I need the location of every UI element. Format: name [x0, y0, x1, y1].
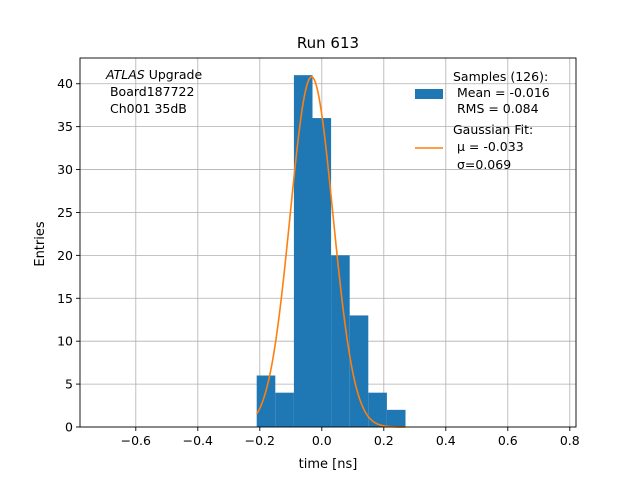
- legend-samples-patch: [415, 89, 443, 99]
- y-tick-label: 10: [57, 334, 73, 349]
- x-tick-label: 0.6: [498, 433, 518, 448]
- y-tick-label: 0: [65, 420, 73, 435]
- y-tick-label: 5: [65, 377, 73, 392]
- gaussian-fit-curve: [256, 76, 406, 428]
- annotation-line-2: Board187722: [106, 84, 194, 99]
- y-tick-label: 40: [57, 76, 73, 91]
- x-tick-label: −0.6: [121, 433, 151, 448]
- legend-fit-header: Gaussian Fit:: [453, 122, 533, 137]
- histogram-bar: [368, 392, 387, 427]
- atlas-word: ATLAS: [105, 67, 145, 82]
- legend-samples-rms: RMS = 0.084: [453, 101, 539, 116]
- x-tick-label: 0.2: [374, 433, 394, 448]
- x-tick-label: 0.4: [436, 433, 456, 448]
- atlas-annotation: ATLAS Upgrade Board187722 Ch001 35dB: [105, 67, 202, 116]
- histogram-bar: [275, 392, 294, 427]
- chart-title: Run 613: [297, 34, 359, 52]
- x-tick-label: 0.8: [560, 433, 580, 448]
- x-axis-label: time [ns]: [299, 457, 358, 472]
- histogram-bar: [386, 409, 406, 427]
- histogram-bar: [349, 315, 369, 427]
- annotation-line-1: ATLAS Upgrade: [105, 67, 202, 82]
- histogram-bar: [293, 75, 313, 428]
- annotation-line-3: Ch001 35dB: [106, 101, 187, 116]
- x-tick-label: −0.4: [183, 433, 213, 448]
- legend: Samples (126): Mean = -0.016 RMS = 0.084…: [415, 69, 550, 172]
- y-axis-ticks: 0 5 10 15 20 25 30 35 40: [57, 76, 80, 435]
- histogram-bar: [312, 118, 332, 428]
- histogram-bar: [331, 255, 350, 427]
- plot-frame: [79, 57, 577, 428]
- legend-samples-header: Samples (126):: [453, 69, 548, 84]
- y-tick-label: 30: [57, 162, 73, 177]
- y-tick-label: 25: [57, 205, 73, 220]
- legend-fit-sigma: σ=0.069: [453, 157, 511, 172]
- y-axis-label: Entries: [33, 221, 48, 267]
- histogram-bars: [256, 75, 406, 428]
- x-tick-label: −0.2: [245, 433, 275, 448]
- x-tick-label: 0.0: [312, 433, 332, 448]
- y-tick-label: 20: [57, 248, 73, 263]
- legend-samples-mean: Mean = -0.016: [453, 85, 550, 100]
- y-tick-label: 35: [57, 119, 73, 134]
- annotation-upgrade: Upgrade: [145, 67, 203, 82]
- y-tick-label: 15: [57, 291, 73, 306]
- x-axis-ticks: −0.6 −0.4 −0.2 0.0 0.2 0.4 0.6 0.8: [121, 427, 580, 448]
- legend-fit-mu: μ = -0.033: [453, 139, 524, 154]
- histogram-bar: [256, 375, 276, 427]
